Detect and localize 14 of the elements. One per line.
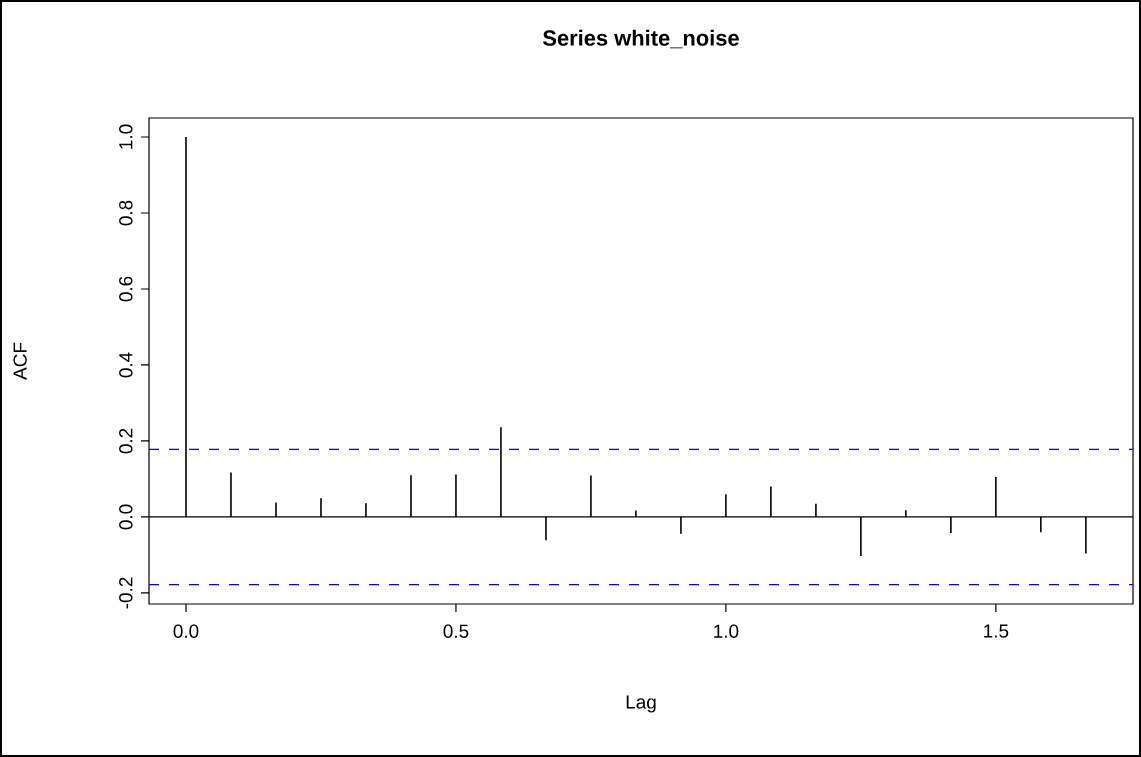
- y-tick-label: 0.4: [119, 352, 133, 378]
- y-tick-label: 0.2: [119, 428, 133, 454]
- x-tick-label: 0.5: [443, 624, 469, 638]
- x-tick-label: 1.0: [714, 624, 739, 638]
- chart-title: Series white_noise: [542, 29, 739, 49]
- y-tick-label: -0.2: [119, 577, 133, 609]
- y-axis-title: ACF: [13, 342, 27, 380]
- x-tick-label: 1.5: [984, 624, 1009, 638]
- x-tick-label: 0.0: [173, 624, 199, 638]
- y-tick-label: 0.8: [119, 200, 133, 226]
- y-tick-label: 1.0: [119, 124, 133, 149]
- y-tick-label: 0.0: [119, 504, 133, 530]
- y-tick-label: 0.6: [119, 276, 133, 302]
- x-axis-title: Lag: [626, 695, 656, 713]
